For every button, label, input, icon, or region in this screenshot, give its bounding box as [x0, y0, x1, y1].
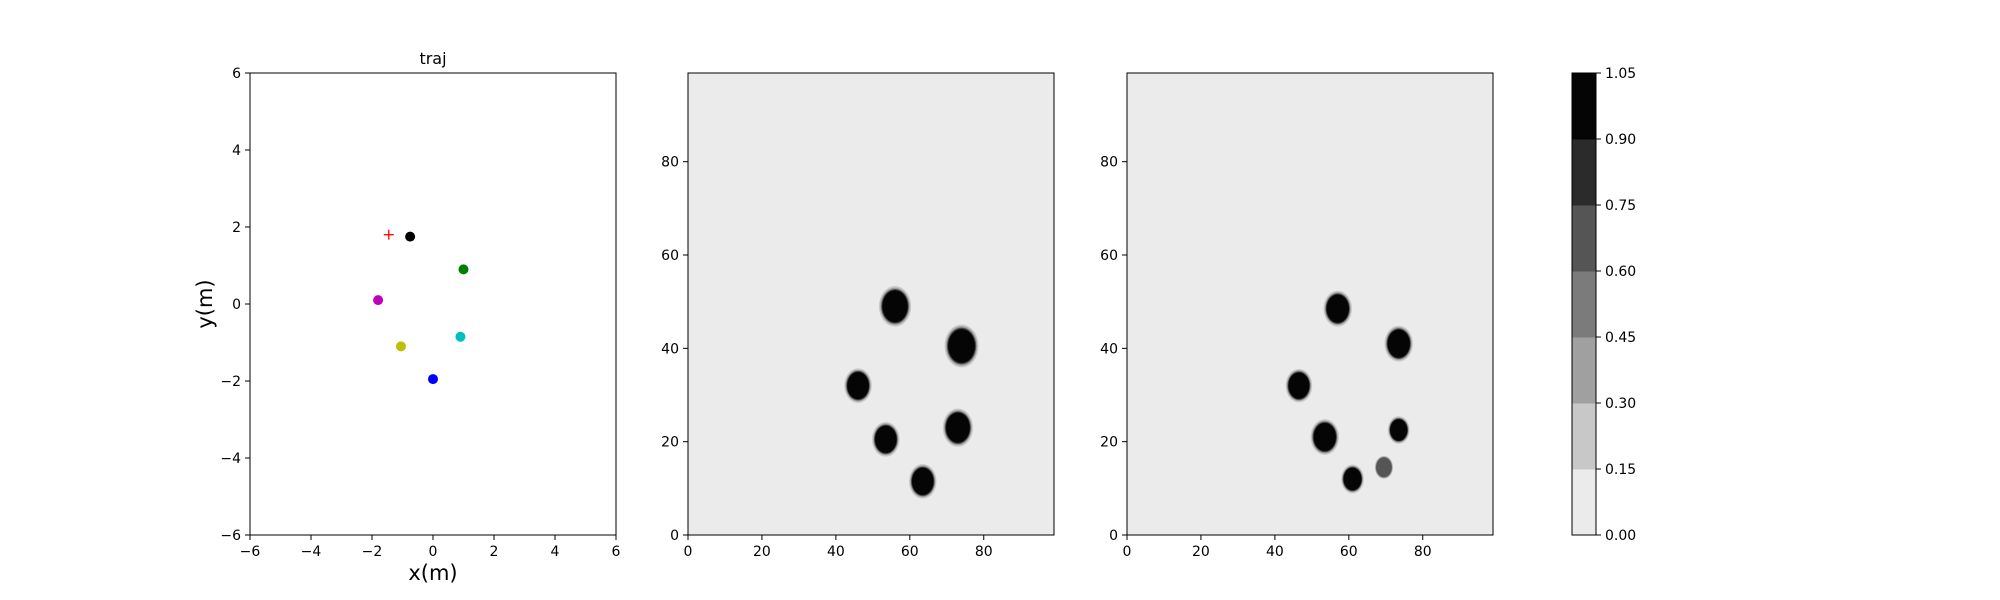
y-tick-label: 0 — [1109, 528, 1118, 544]
heat-blob — [912, 467, 934, 495]
trajectory-x-axis-label: x(m) — [408, 561, 457, 585]
start-marker-plus — [383, 229, 394, 240]
heat-blob — [948, 329, 975, 363]
heatmap-1-cells — [688, 73, 1054, 535]
y-tick-label: 60 — [1100, 248, 1118, 264]
trajectory-y-ticks: −6 −4 −2 0 2 4 6 — [220, 66, 250, 544]
x-tick-label: 80 — [1414, 544, 1432, 560]
colorbar-band — [1572, 403, 1596, 470]
trajectory-point — [405, 231, 416, 242]
trajectory-point — [373, 295, 384, 306]
x-tick-label: −2 — [362, 544, 383, 560]
x-tick-label: 0 — [429, 544, 438, 560]
y-tick-label: 4 — [232, 143, 241, 159]
x-tick-label: 60 — [1340, 544, 1358, 560]
trajectory-panel: traj −6 −4 −2 0 2 4 6 −6 −4 −2 0 2 4 6 x(m) y(m) — [193, 49, 621, 585]
x-tick-label: 0 — [684, 544, 693, 560]
x-tick-label: 2 — [490, 544, 499, 560]
colorbar-band — [1572, 271, 1596, 338]
trajectory-frame — [249, 72, 617, 536]
colorbar-tick-label: 0.75 — [1605, 198, 1636, 214]
trajectory-point — [428, 374, 438, 385]
trajectory-point — [455, 331, 466, 342]
colorbar-band — [1572, 469, 1596, 536]
heat-blob — [882, 290, 908, 323]
x-tick-label: 20 — [1192, 544, 1210, 560]
heatmap-panel-1: 0 20 40 60 80 0 20 40 60 80 — [661, 72, 1055, 560]
colorbar-band — [1572, 205, 1596, 272]
heatmap-2-frame — [1126, 72, 1494, 536]
x-tick-label: 20 — [753, 544, 771, 560]
y-tick-label: −2 — [220, 374, 241, 390]
colorbar-tick-label: 0.45 — [1605, 330, 1636, 346]
y-tick-label: 40 — [661, 341, 679, 357]
heatmap-background — [688, 73, 1054, 535]
y-tick-label: 20 — [661, 435, 679, 451]
heatmap-2-cells — [1127, 73, 1493, 535]
y-tick-label: 80 — [1100, 155, 1118, 171]
x-tick-label: 80 — [975, 544, 993, 560]
y-tick-label: 80 — [661, 155, 679, 171]
x-tick-label: −4 — [301, 544, 322, 560]
colorbar: 0.00 0.15 0.30 0.45 0.60 0.75 0.90 1.05 — [1571, 66, 1636, 544]
y-tick-label: 0 — [232, 297, 241, 313]
trajectory-points — [373, 229, 469, 385]
x-tick-label: 0 — [1123, 544, 1132, 560]
colorbar-tick-label: 0.30 — [1605, 396, 1636, 412]
heatmap-1-x-ticks: 0 20 40 60 80 — [684, 535, 993, 560]
x-tick-label: −6 — [240, 544, 261, 560]
x-tick-label: 40 — [827, 544, 845, 560]
y-tick-label: −6 — [220, 528, 241, 544]
heat-blob — [1313, 423, 1336, 451]
heatmap-1-frame — [687, 72, 1055, 536]
x-tick-label: 6 — [612, 544, 621, 560]
colorbar-tick-label: 1.05 — [1605, 66, 1636, 82]
heat-blob — [946, 412, 970, 443]
trajectory-title: traj — [419, 49, 446, 68]
colorbar-band — [1572, 73, 1596, 140]
y-tick-label: 40 — [1100, 341, 1118, 357]
heatmap-1-y-ticks: 0 20 40 60 80 — [661, 155, 688, 544]
trajectory-y-axis-label: y(m) — [193, 279, 217, 328]
colorbar-band — [1572, 337, 1596, 404]
heatmap-2-y-ticks: 0 20 40 60 80 — [1100, 155, 1127, 544]
x-tick-label: 4 — [551, 544, 560, 560]
heat-blob — [847, 372, 869, 400]
colorbar-bands — [1572, 73, 1596, 536]
y-tick-label: 20 — [1100, 435, 1118, 451]
colorbar-tick-label: 0.00 — [1605, 528, 1636, 544]
trajectory-x-ticks: −6 −4 −2 0 2 4 6 — [240, 535, 621, 560]
heatmap-2-x-ticks: 0 20 40 60 80 — [1123, 535, 1432, 560]
heat-blob — [1326, 294, 1349, 323]
trajectory-point — [458, 264, 469, 275]
colorbar-tick-label: 0.15 — [1605, 462, 1636, 478]
heat-blob — [1288, 372, 1310, 399]
trajectory-plot-area — [250, 73, 616, 535]
heatmap-background — [1127, 73, 1493, 535]
colorbar-frame — [1571, 72, 1597, 536]
y-tick-label: −4 — [220, 451, 241, 467]
heatmap-panel-2: 0 20 40 60 80 0 20 40 60 80 — [1100, 72, 1494, 560]
y-tick-label: 2 — [232, 220, 241, 236]
colorbar-ticks: 0.00 0.15 0.30 0.45 0.60 0.75 0.90 1.05 — [1596, 66, 1636, 544]
x-tick-label: 40 — [1266, 544, 1284, 560]
heat-blob — [1387, 329, 1410, 358]
colorbar-band — [1572, 139, 1596, 206]
heat-blob — [875, 425, 897, 453]
x-tick-label: 60 — [901, 544, 919, 560]
colorbar-tick-label: 0.60 — [1605, 264, 1636, 280]
y-tick-label: 0 — [670, 528, 679, 544]
heat-blob — [1343, 467, 1362, 491]
colorbar-tick-label: 0.90 — [1605, 132, 1636, 148]
heat-blob — [1390, 419, 1408, 441]
y-tick-label: 60 — [661, 248, 679, 264]
trajectory-point — [395, 341, 406, 352]
y-tick-label: 6 — [232, 66, 241, 82]
heat-blob — [1376, 457, 1392, 478]
